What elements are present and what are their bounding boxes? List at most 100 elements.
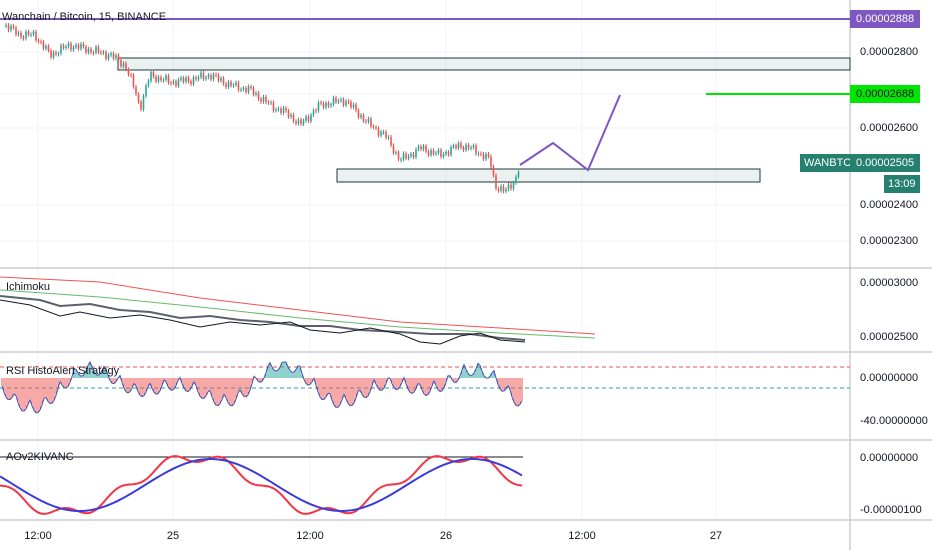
- candle-body: [45, 46, 47, 49]
- candle-body: [60, 45, 62, 54]
- candle-body: [252, 87, 255, 95]
- pane-label: 0.00003000: [860, 277, 918, 289]
- rsi-line: [1, 360, 523, 414]
- candle-body: [400, 159, 402, 161]
- candle-body: [232, 84, 235, 86]
- pane-label: 0.00000000: [860, 372, 918, 384]
- candle-body: [40, 41, 42, 43]
- candle-body: [472, 145, 475, 148]
- candle-body: [110, 53, 112, 56]
- candle-body: [415, 149, 417, 158]
- candle-body: [425, 145, 427, 152]
- candle-body: [262, 96, 265, 102]
- candle-body: [12, 26, 15, 28]
- resistance-box[interactable]: [117, 57, 851, 71]
- candle-body: [220, 78, 222, 81]
- price-tag: 0.00002505: [856, 157, 914, 169]
- candle-body: [485, 153, 487, 160]
- candle-body: [10, 26, 12, 31]
- pane-title: RSI HistoAlert Strategy: [6, 365, 120, 377]
- candle-body: [145, 85, 147, 97]
- candle-body: [462, 147, 465, 150]
- price-label: 0.00002300: [860, 235, 918, 247]
- candle-body: [122, 63, 125, 67]
- candle-body: [57, 53, 60, 55]
- candle-body: [47, 46, 50, 51]
- support-box[interactable]: [336, 168, 761, 183]
- candle-body: [170, 82, 172, 84]
- candle-body: [115, 55, 117, 59]
- candle-body: [177, 79, 180, 86]
- candle-body: [430, 150, 432, 156]
- candle-body: [365, 120, 367, 122]
- candle-body: [217, 74, 220, 81]
- candle-body: [100, 52, 102, 54]
- candle-body: [490, 156, 492, 167]
- candle-body: [515, 176, 517, 183]
- candle-body: [190, 81, 192, 85]
- candle-body: [77, 44, 80, 49]
- candle-body: [332, 97, 335, 105]
- pane-label: -0.00000100: [860, 504, 922, 516]
- candle-body: [87, 48, 90, 53]
- candle-body: [440, 149, 442, 157]
- candle-body: [492, 166, 495, 176]
- candle-body: [300, 119, 302, 125]
- projection-path[interactable]: [519, 94, 621, 172]
- candle-body: [402, 153, 405, 160]
- candle-body: [207, 75, 210, 78]
- candle-body: [97, 46, 100, 53]
- candle-body: [412, 154, 415, 158]
- candle-body: [195, 77, 197, 80]
- candle-body: [5, 24, 7, 26]
- ichimoku-span-a: [0, 276, 596, 335]
- candle-body: [147, 80, 150, 86]
- candle-body: [140, 101, 142, 110]
- candle-body: [75, 44, 77, 48]
- candle-body: [82, 43, 85, 47]
- candle-body: [467, 144, 470, 149]
- price-label: 0.00002600: [860, 122, 918, 134]
- price-tag: 0.00002688: [856, 88, 914, 100]
- candle-body: [287, 110, 290, 117]
- candle-body: [165, 75, 167, 80]
- pane-label: -40.00000000: [860, 415, 928, 427]
- candle-body: [15, 27, 17, 35]
- candle-body: [350, 101, 352, 108]
- candle-body: [125, 63, 127, 70]
- candle-body: [157, 76, 160, 82]
- pane-label: 0.00000000: [860, 452, 918, 464]
- candle-body: [245, 87, 247, 93]
- candle-body: [127, 69, 130, 75]
- candle-body: [135, 86, 137, 95]
- candle-body: [235, 82, 237, 85]
- time-label: 12:00: [296, 530, 324, 542]
- candle-body: [297, 119, 300, 124]
- candle-body: [407, 156, 410, 159]
- candle-body: [272, 102, 275, 111]
- candle-body: [282, 107, 285, 113]
- candle-body: [385, 131, 387, 138]
- candle-body: [420, 146, 422, 150]
- candle-body: [137, 94, 140, 102]
- candle-body: [107, 55, 110, 59]
- tag-bg: [850, 154, 920, 172]
- pane-label: 0.00002500: [860, 331, 918, 343]
- candle-body: [42, 41, 45, 49]
- chart-title: Wanchain / Bitcoin, 15, BINANCE: [2, 11, 166, 23]
- price-label: 0.00002400: [860, 199, 918, 211]
- candle-body: [370, 118, 372, 127]
- candle-body: [120, 59, 122, 67]
- candle-body: [72, 47, 75, 50]
- candle-body: [360, 115, 362, 118]
- pane-title: Ichimoku: [6, 281, 50, 293]
- candle-body: [70, 43, 72, 50]
- grid: [0, 0, 850, 520]
- candle-body: [497, 188, 500, 191]
- candle-body: [255, 92, 257, 95]
- candle-body: [150, 71, 152, 81]
- candle-body: [475, 145, 477, 154]
- candle-body: [512, 182, 515, 189]
- candle-body: [377, 128, 380, 136]
